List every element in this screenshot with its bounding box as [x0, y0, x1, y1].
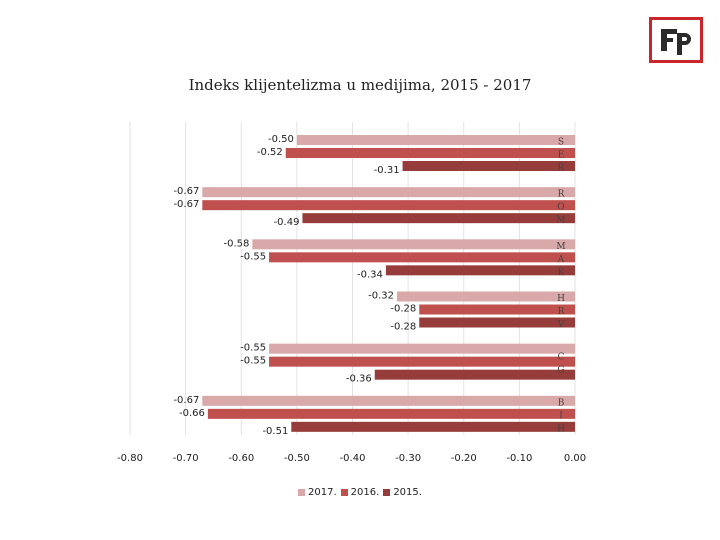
legend-swatch — [340, 488, 348, 496]
category-label: V — [557, 320, 565, 330]
x-tick-label: -0.30 — [395, 453, 421, 464]
data-label: -0.50 — [268, 134, 294, 145]
bar-mak-2015 — [385, 265, 575, 276]
category-label: H — [557, 294, 565, 304]
legend-item: 2015. — [383, 487, 422, 498]
data-label: -0.31 — [374, 165, 400, 176]
data-label: -0.66 — [179, 408, 205, 419]
bar-cg-2016 — [269, 356, 575, 367]
data-label: -0.51 — [262, 426, 288, 437]
chart-title: Indeks klijentelizma u medijima, 2015 - … — [188, 76, 532, 94]
legend-swatch — [383, 488, 391, 496]
bar-srb-2017 — [296, 135, 575, 145]
data-label: -0.52 — [257, 147, 283, 158]
bar-rom-2017 — [202, 187, 575, 198]
bar-hrv-2017 — [397, 291, 575, 302]
data-label: -0.55 — [240, 356, 266, 367]
data-label: -0.55 — [240, 343, 266, 354]
category-label: G — [557, 366, 564, 376]
bar-mak-2016 — [269, 252, 575, 263]
x-tick-label: -0.80 — [117, 453, 143, 464]
bar-srb-2015 — [402, 161, 575, 171]
bar-cg-2017 — [269, 343, 575, 354]
category-label: R — [558, 164, 565, 174]
legend-swatch — [298, 488, 306, 496]
data-label: -0.34 — [357, 269, 383, 280]
bar-bih-2016 — [207, 408, 575, 419]
category-label: M — [556, 216, 565, 226]
bar-srb-2016 — [285, 148, 575, 158]
legend-item: 2017. — [298, 487, 337, 498]
data-label: -0.32 — [368, 291, 394, 302]
legend-label: 2016. — [350, 487, 380, 498]
fp-logo — [649, 17, 703, 63]
data-label: -0.28 — [390, 304, 416, 315]
category-label: O — [557, 203, 564, 213]
x-tick-label: 0.00 — [564, 453, 586, 464]
fp-logo-mark — [661, 29, 691, 55]
legend-label: 2015. — [393, 487, 422, 498]
bar-bih-2015 — [291, 421, 575, 432]
bar-cg-2015 — [374, 369, 575, 380]
data-label: -0.49 — [274, 217, 300, 228]
bar-bih-2017 — [202, 395, 575, 406]
legend-label: 2017. — [308, 487, 337, 498]
category-label: I — [559, 411, 563, 421]
x-tick-label: -0.60 — [228, 453, 254, 464]
category-label: M — [556, 242, 565, 252]
category-label: C — [558, 353, 565, 363]
x-tick-label: -0.20 — [451, 453, 477, 464]
category-label: R — [558, 307, 565, 317]
category-label: H — [557, 424, 565, 434]
bar-mak-2017 — [252, 239, 575, 250]
legend: 2017. 2016. 2015. — [0, 487, 720, 498]
bar-hrv-2015 — [419, 317, 575, 328]
category-label: A — [557, 255, 565, 265]
x-tick-label: -0.50 — [284, 453, 310, 464]
bar-rom-2015 — [302, 213, 575, 224]
x-tick-label: -0.40 — [340, 453, 366, 464]
category-label: B — [558, 398, 565, 408]
data-label: -0.58 — [224, 238, 250, 249]
data-label: -0.36 — [346, 374, 372, 385]
data-label: -0.28 — [390, 322, 416, 333]
data-label: -0.67 — [173, 395, 199, 406]
category-label: K — [558, 268, 565, 278]
bar-rom-2016 — [202, 200, 575, 211]
data-label: -0.67 — [173, 199, 199, 210]
data-label: -0.55 — [240, 251, 266, 262]
data-label: -0.67 — [173, 186, 199, 197]
x-tick-label: -0.70 — [173, 453, 199, 464]
category-label: S — [558, 138, 564, 148]
bar-hrv-2016 — [419, 304, 575, 315]
category-label: R — [558, 190, 565, 200]
category-label: E — [558, 151, 565, 161]
x-tick-label: -0.10 — [506, 453, 532, 464]
legend-item: 2016. — [340, 487, 380, 498]
